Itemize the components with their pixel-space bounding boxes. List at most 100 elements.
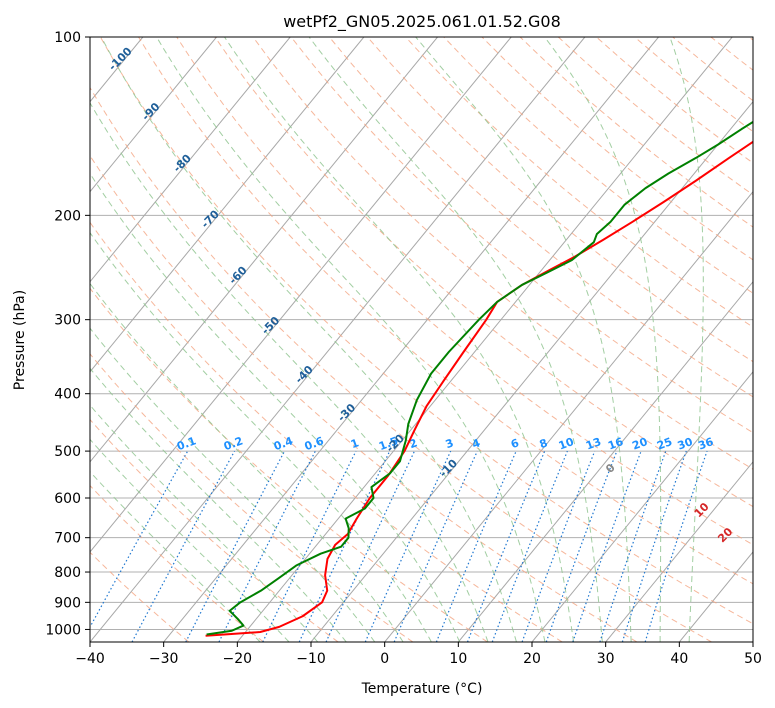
mixing-ratio-label: 30 <box>676 435 695 453</box>
dry-adiabat-line <box>90 418 339 642</box>
mixing-ratio-label: 1.5 <box>377 434 400 453</box>
mixing-ratio-label: 6 <box>509 436 521 451</box>
y-tick-label: 200 <box>54 208 81 224</box>
dry-adiabat-line <box>90 86 712 642</box>
isotherm-line <box>90 37 438 463</box>
mixing-ratio-label: 0.1 <box>175 434 198 453</box>
mixing-ratio-line <box>466 450 546 642</box>
y-tick-label: 300 <box>54 313 81 329</box>
dry-adiabat-line <box>176 37 753 546</box>
moist-adiabat-line <box>308 37 603 642</box>
mixing-ratio-label: 2 <box>407 436 419 451</box>
mixing-ratio-line <box>131 450 236 642</box>
moist-adiabat-line <box>669 37 704 642</box>
mixing-ratio-line <box>435 450 517 642</box>
x-tick-label: 50 <box>744 651 762 667</box>
mixing-ratio-line <box>521 450 596 642</box>
mixing-ratio-line <box>364 450 452 642</box>
mixing-ratio-label: 4 <box>470 436 482 451</box>
dry-adiabat-line <box>90 154 638 642</box>
moist-adiabat-line <box>100 37 517 642</box>
moist-adiabat-line <box>90 101 489 642</box>
dry-adiabat-line <box>90 353 414 642</box>
dewpoint-line <box>206 120 753 636</box>
moist-adiabat-line <box>90 231 432 642</box>
moist-adiabat-line <box>90 172 461 642</box>
isotherm-line <box>457 280 753 642</box>
mixing-ratio-label: 8 <box>538 436 550 451</box>
moist-adiabat-line <box>415 37 632 642</box>
mixing-ratio-line <box>393 450 478 642</box>
plot-area: 0.1 0.2 0.4 0.6 1 1.5 2 3 4 6 8 10 13 16 20 25 30 36-100-… <box>90 37 770 642</box>
mixing-ratio-label: 13 <box>584 435 603 452</box>
x-tick-label: 40 <box>670 651 688 667</box>
isotherm-line <box>605 461 753 642</box>
mixing-ratio-label: 16 <box>606 435 625 453</box>
y-tick-label: 1000 <box>45 622 81 638</box>
mixing-ratio-label: 20 <box>630 435 649 453</box>
mixing-ratio-line <box>545 450 618 642</box>
x-tick-label: −30 <box>149 651 179 667</box>
dry-adiabat-line <box>90 551 190 642</box>
dry-adiabat-line <box>99 37 753 625</box>
dry-adiabat-line <box>443 37 753 294</box>
x-tick-label: −20 <box>223 651 253 667</box>
y-tick-label: 100 <box>54 30 81 46</box>
mixing-ratio-label: 0.6 <box>303 434 326 453</box>
isotherm-line <box>236 37 733 642</box>
x-tick-label: 20 <box>523 651 541 667</box>
x-tick-label: −40 <box>75 651 105 667</box>
mixing-ratio-line <box>218 450 316 642</box>
mixing-ratio-line <box>621 450 687 642</box>
dry-adiabat-line <box>328 37 753 398</box>
y-tick-label: 400 <box>54 387 81 403</box>
x-tick-label: 30 <box>597 651 615 667</box>
y-axis-label: Pressure (hPa) <box>12 290 28 390</box>
y-tick-label: 800 <box>54 565 81 581</box>
mixing-ratio-line <box>90 450 189 629</box>
temperature-line <box>205 140 753 637</box>
mixing-ratio-label: 36 <box>696 435 715 453</box>
moist-adiabat-line <box>224 37 575 642</box>
isotherm-label: 30 <box>750 554 770 574</box>
chart-title: wetPf2_GN05.2025.061.01.52.G08 <box>283 12 561 32</box>
x-tick-label: 10 <box>449 651 467 667</box>
y-tick-label: 500 <box>54 444 81 460</box>
plot-frame <box>89 36 754 643</box>
isotherm-line <box>90 37 217 193</box>
isotherm-line <box>90 37 291 283</box>
mixing-ratio-line <box>599 450 667 642</box>
mixing-ratio-line <box>572 450 642 642</box>
mixing-ratio-line <box>491 450 568 642</box>
moist-adiabat-line <box>156 37 546 642</box>
isotherm-line <box>90 37 586 642</box>
isotherm-line <box>531 371 753 642</box>
mixing-ratio-label: 1 <box>349 436 361 451</box>
x-tick-label: −10 <box>296 651 326 667</box>
mixing-ratio-label: 25 <box>655 435 674 452</box>
dry-adiabat-line <box>214 37 753 508</box>
dry-adiabat-line <box>90 221 563 642</box>
axes: −40 −30 −20 −10 0 10 20 30 40 50 1000 900 800 700 600 5… <box>45 30 762 667</box>
moist-adiabat-line <box>90 327 376 642</box>
dry-adiabat-line <box>252 37 753 470</box>
y-tick-label: 600 <box>54 491 81 507</box>
x-tick-label: 0 <box>380 651 389 667</box>
mixing-ratio-label: 3 <box>444 436 456 451</box>
dry-adiabat-line <box>138 37 753 585</box>
isotherm-line <box>384 190 753 642</box>
isotherm-line <box>90 37 512 553</box>
mixing-ratio-label: 0.2 <box>222 434 245 453</box>
moist-adiabat-line <box>90 367 347 642</box>
moist-adiabat-line <box>90 282 404 642</box>
mixing-ratio-label: 0.4 <box>272 434 295 453</box>
y-tick-label: 700 <box>54 531 81 547</box>
dry-adiabat-line <box>290 37 753 434</box>
mixing-ratio-label: 10 <box>557 435 576 453</box>
isotherm-line <box>310 100 753 642</box>
mixing-ratio-line <box>262 450 357 642</box>
y-tick-label: 900 <box>54 595 81 611</box>
isotherm-line <box>90 37 365 373</box>
